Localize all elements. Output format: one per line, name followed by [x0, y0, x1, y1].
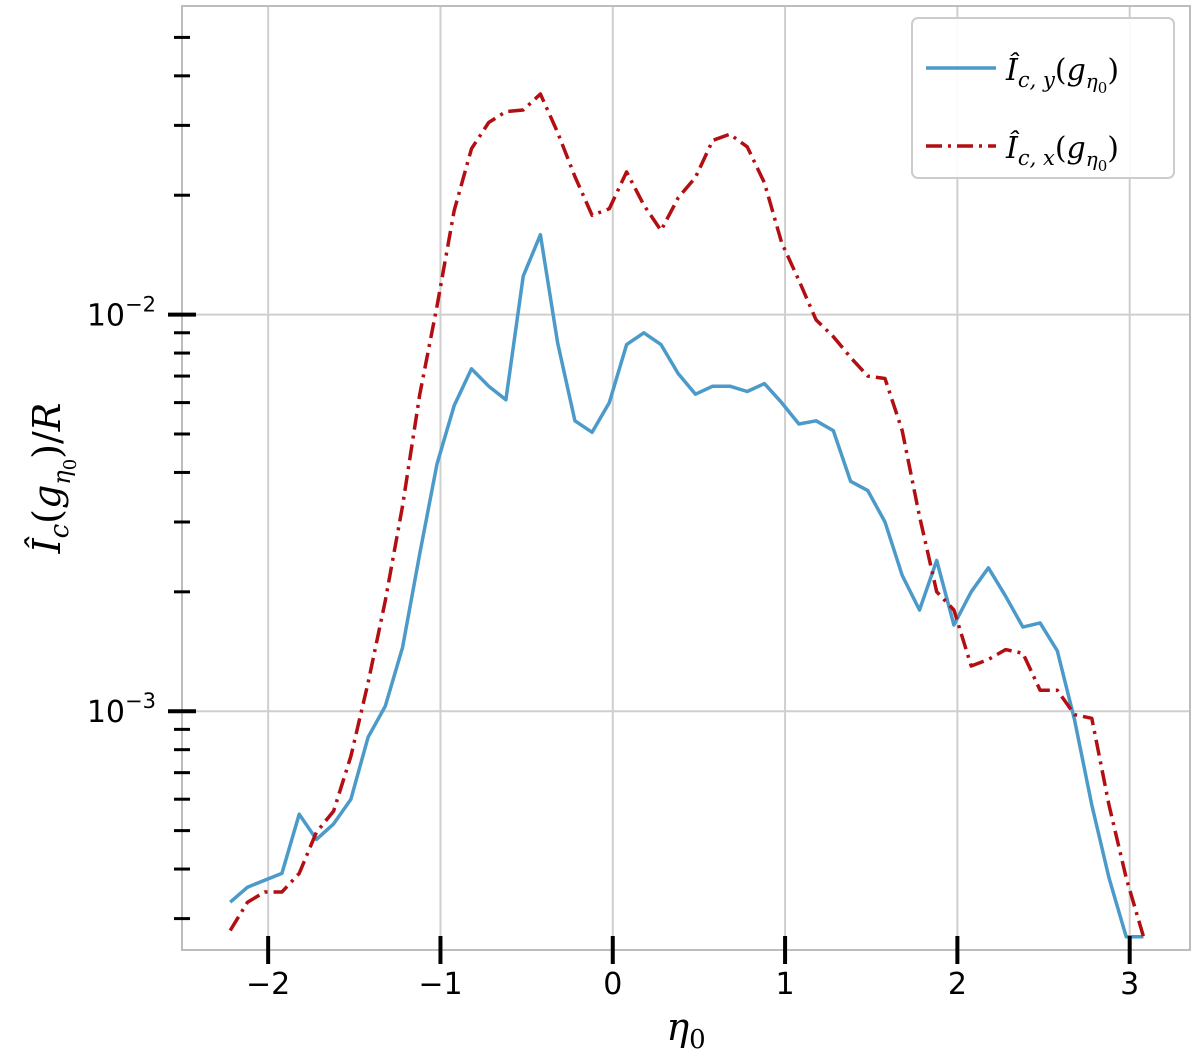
y-axis: 10−2 10−3 [87, 35, 196, 921]
y-tick-label: 10−3 [87, 689, 156, 730]
plot-frame [181, 5, 1191, 951]
x-tick-label: −2 [246, 967, 290, 1002]
x-tick-label: 1 [776, 967, 795, 1002]
grid-lines [182, 6, 1190, 950]
y-axis-title: Îc(gη0)/R [25, 403, 81, 555]
x-tick-label: 3 [1120, 967, 1139, 1002]
x-axis-title: η0 [666, 1005, 705, 1055]
series-line-ic-y [229, 232, 1144, 939]
legend-box [911, 17, 1175, 179]
legend: Îc, y(gη0) Îc, x(gη0) [911, 17, 1175, 179]
x-tick-label: 0 [603, 967, 622, 1002]
y-tick-label: 10−2 [87, 293, 156, 334]
x-axis: −2 −1 0 1 2 3 [246, 936, 1139, 1002]
series-layer [228, 92, 1146, 939]
x-tick-label: 2 [948, 967, 967, 1002]
svg-text:Îc(gη0)/R: Îc(gη0)/R [25, 403, 81, 555]
x-tick-label: −1 [418, 967, 462, 1002]
series-line-ic-x [228, 92, 1146, 938]
